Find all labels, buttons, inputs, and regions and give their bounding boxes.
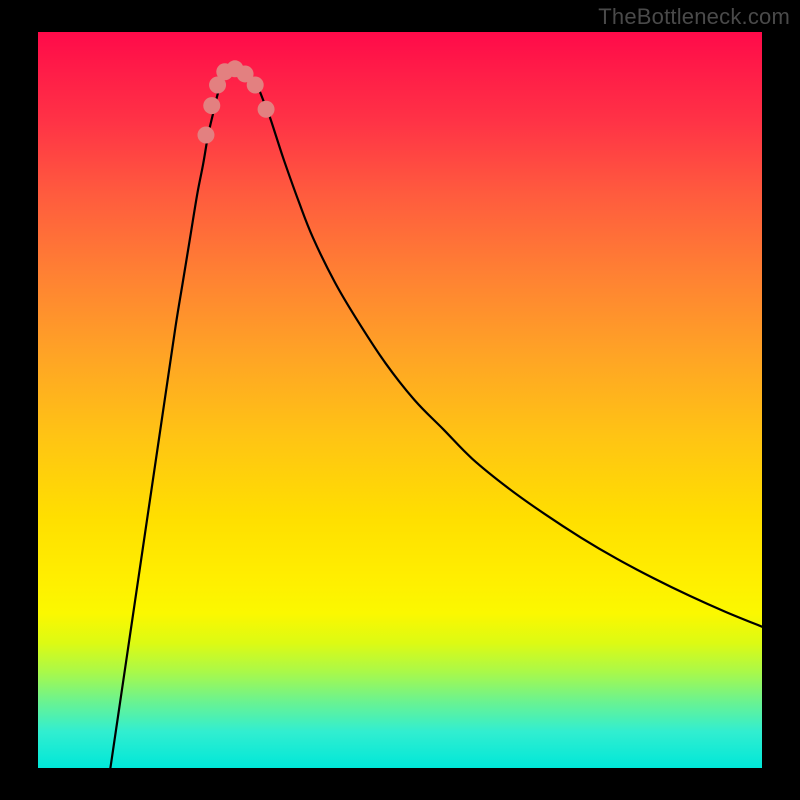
bottleneck-curve-svg (38, 32, 762, 768)
plot-area (38, 32, 762, 768)
attribution-label: TheBottleneck.com (598, 4, 790, 30)
bottleneck-curve (110, 67, 762, 768)
chart-frame: TheBottleneck.com (0, 0, 800, 800)
bottleneck-marker (203, 97, 220, 114)
bottleneck-marker (258, 101, 275, 118)
bottleneck-marker (247, 76, 264, 93)
bottleneck-marker (197, 127, 214, 144)
